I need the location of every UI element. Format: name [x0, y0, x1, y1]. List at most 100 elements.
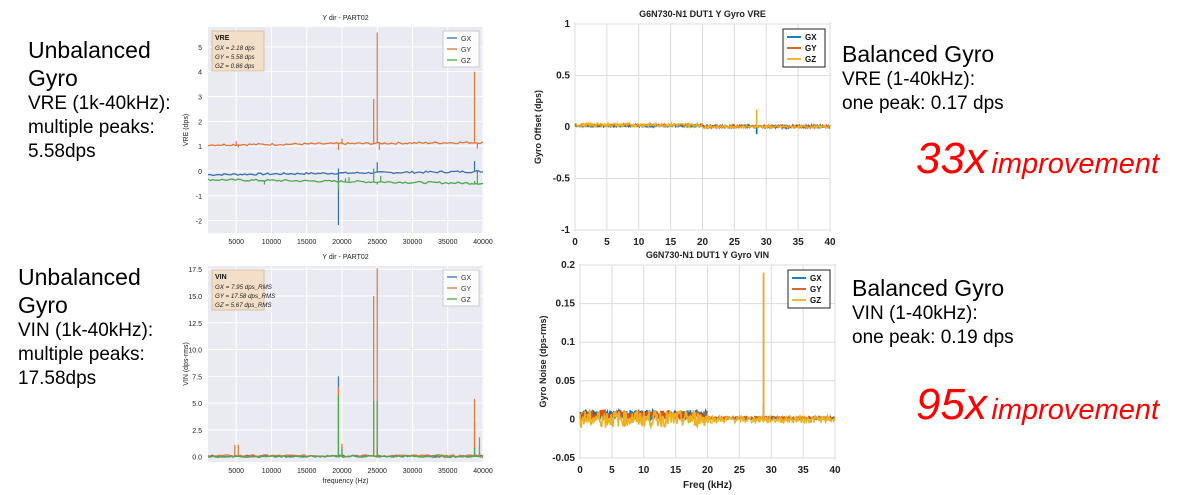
vre-unbalanced-title-2: Gyro — [28, 65, 78, 91]
legend-label: GZ — [805, 55, 816, 64]
x-tick-label: 20000 — [332, 239, 352, 246]
y-tick-label: 1 — [198, 144, 202, 151]
series-line — [574, 120, 704, 130]
y-tick-label: 12.5 — [188, 321, 202, 328]
annotation-box: VIN GX = 7.95 dps_RMS GY = 17.58 dps_RMS GZ… — [211, 269, 276, 311]
x-tick-label: 25000 — [367, 239, 387, 246]
y-tick-label: -0.05 — [552, 453, 575, 464]
series-line — [207, 140, 484, 147]
annotation-line: GZ = 5.67 dps_RMS — [215, 302, 272, 309]
series-line — [208, 454, 484, 459]
vre-unbalanced-range: VRE (1k-40kHz): — [28, 93, 171, 114]
legend-label: GY — [461, 286, 471, 293]
x-tick-label: 35 — [793, 237, 805, 248]
legend-label: GZ — [461, 58, 471, 65]
x-tick-label: 30 — [761, 237, 773, 248]
legend-label: GX — [810, 274, 822, 283]
legend: GX GY GZ — [442, 269, 480, 307]
vre-unbalanced-title-1: Unbalanced — [28, 37, 151, 63]
vre-balanced-peak: one peak: 0.17 dps — [842, 93, 1004, 114]
y-tick-label: 0.05 — [556, 376, 576, 387]
y-axis-label: Gyro Offset (dps) — [533, 90, 543, 164]
chart-vin_balanced: 0 5 10 15 20 25 30 35 40-0.0500.050.10.150.2G6N7… — [538, 250, 841, 491]
annotation-line: GZ = 0.86 dps — [215, 63, 254, 70]
x-tick-label: 20 — [697, 237, 709, 248]
x-tick-label: 35000 — [438, 468, 458, 475]
vin-balanced-text: Balanced Gyro VIN (1-40kHz): one peak: 0… — [852, 274, 1092, 350]
x-tick-label: 10 — [638, 465, 650, 476]
vre-balanced-range: VRE (1-40kHz): — [842, 69, 976, 90]
x-tick-label: 40000 — [473, 239, 493, 246]
x-tick-label: 25 — [734, 465, 746, 476]
y-tick-label: 7.5 — [192, 374, 202, 381]
vin-balanced-range: VIN (1-40kHz): — [852, 303, 978, 324]
annotation-title: VIN — [215, 274, 227, 281]
x-tick-label: 35 — [798, 465, 810, 476]
y-tick-label: 10.0 — [188, 348, 202, 355]
legend-label: GZ — [810, 296, 821, 305]
y-tick-label: 2.5 — [192, 428, 202, 435]
vre-unbalanced-text: Unbalanced Gyro VRE (1k-40kHz): multiple… — [28, 36, 203, 164]
x-tick-label: 5 — [604, 237, 610, 248]
x-tick-label: 15000 — [297, 239, 317, 246]
vin-unbalanced-title-1: Unbalanced — [18, 264, 141, 290]
vin-balanced-title: Balanced Gyro — [852, 275, 1005, 301]
x-tick-label: 10 — [633, 237, 645, 248]
vin-improvement: 95x improvement — [916, 380, 1159, 430]
chart-title: G6N730-N1 DUT1 Y Gyro VIN — [646, 250, 769, 260]
vin-balanced-peak: one peak: 0.19 dps — [852, 327, 1014, 348]
x-tick-label: 30 — [766, 465, 778, 476]
y-tick-label: 2 — [198, 119, 202, 126]
annotation-bg — [211, 269, 265, 311]
series-line — [207, 170, 484, 177]
chart-title: Y dir - PART02 — [322, 254, 368, 261]
y-tick-label: -2 — [196, 219, 202, 226]
vre-unbalanced-value: 5.58dps — [28, 141, 96, 162]
x-tick-label: 20 — [702, 465, 714, 476]
legend-label: GX — [461, 275, 471, 282]
series-line — [579, 408, 709, 430]
series-line — [706, 413, 836, 425]
legend-label: GX — [805, 33, 817, 42]
legend: GX GY GZ — [442, 30, 480, 68]
legend: GX GY GZ — [782, 28, 826, 68]
x-tick-label: 0 — [577, 465, 583, 476]
legend-label: GY — [810, 285, 822, 294]
y-axis-label: VRE (dps) — [183, 114, 190, 146]
annotation-bg — [211, 30, 265, 72]
vre-improvement-number: 33x — [916, 134, 987, 183]
y-tick-label: 17.5 — [188, 267, 202, 274]
vin-unbalanced-peaks: multiple peaks: — [18, 344, 145, 365]
chart-vre_balanced: 0 5 10 15 20 25 30 35 40 -1 -0.5 0 0.5 1 G6N730-N1 DUT… — [533, 9, 836, 248]
x-tick-label: 30000 — [403, 468, 423, 475]
x-axis-label: Freq (kHz) — [683, 480, 732, 491]
x-tick-label: 15 — [665, 237, 677, 248]
chart-vin_unbalanced: 5000 10000 15000 20000 25000 30000 35000 40000 0… — [183, 254, 493, 485]
x-tick-label: 5000 — [228, 239, 244, 246]
y-tick-label: 0 — [564, 122, 570, 133]
x-tick-label: 0 — [572, 237, 578, 248]
annotation-title: VRE — [215, 35, 230, 42]
y-tick-label: -1 — [196, 194, 202, 201]
annotation-line: GY = 5.58 dps — [215, 54, 255, 61]
x-tick-label: 40000 — [473, 468, 493, 475]
vre-improvement-word: improvement — [991, 148, 1160, 180]
x-tick-label: 15 — [670, 465, 682, 476]
x-tick-label: 10000 — [262, 239, 282, 246]
vre-balanced-text: Balanced Gyro VRE (1-40kHz): one peak: 0… — [842, 40, 1082, 116]
y-tick-label: 1 — [564, 19, 570, 30]
y-tick-label: 3 — [198, 94, 202, 101]
series-line — [701, 123, 831, 131]
x-tick-label: 20000 — [332, 468, 352, 475]
x-tick-label: 5000 — [228, 468, 244, 475]
annotation-box: VRE GX = 2.18 dps GY = 5.58 dps GZ = 0.86 d… — [211, 30, 265, 72]
series-gz — [574, 109, 831, 131]
series-gz — [208, 395, 484, 459]
x-tick-label: 40 — [829, 465, 841, 476]
y-tick-label: 0.1 — [561, 337, 575, 348]
x-axis-label: frequency (Hz) — [323, 478, 369, 485]
y-tick-label: -1 — [561, 225, 570, 236]
chart-title: G6N730-N1 DUT1 Y Gyro VRE — [639, 9, 766, 19]
x-tick-label: 15000 — [297, 468, 317, 475]
y-tick-label: 5.0 — [192, 401, 202, 408]
